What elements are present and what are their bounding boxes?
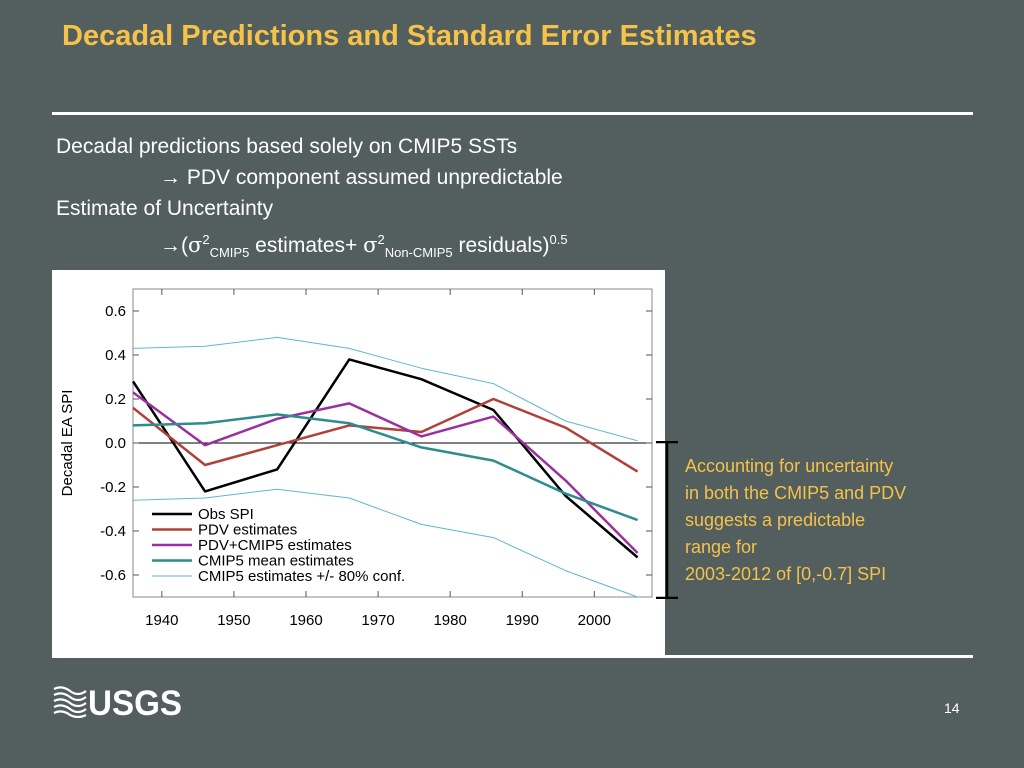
y-tick-label: 0.6 bbox=[105, 303, 126, 320]
top-divider bbox=[52, 112, 973, 115]
note-line: 2003-2012 of [0,-0.7] SPI bbox=[685, 564, 887, 584]
note-line: suggests a predictable bbox=[685, 510, 866, 530]
legend-label: Obs SPI bbox=[198, 506, 254, 523]
y-tick-label: 0.2 bbox=[105, 391, 126, 408]
series-line-4 bbox=[132, 336, 638, 442]
arrow-right-icon: → bbox=[160, 166, 181, 189]
x-tick-label: 2000 bbox=[578, 612, 611, 629]
y-tick-label: 0.4 bbox=[105, 347, 126, 364]
note-line: Accounting for uncertainty bbox=[685, 456, 894, 476]
uncertainty-formula: →(σ2CMIP5 estimates+ σ2Non-CMIP5 residua… bbox=[160, 232, 568, 261]
y-axis-label: Decadal EA SPI bbox=[59, 390, 76, 497]
note-line: in both the CMIP5 and PDV bbox=[685, 483, 907, 503]
x-tick-label: 1960 bbox=[289, 612, 322, 629]
series-line-3 bbox=[132, 413, 639, 522]
chart-panel: 0.6 0.4 0.2 0.0 -0.2 -0.4 -0.6 1940 1950 1960 1970… bbox=[52, 270, 665, 656]
y-tick-label: -0.4 bbox=[100, 523, 126, 540]
line-chart: 0.6 0.4 0.2 0.0 -0.2 -0.4 -0.6 1940 1950 1960 1970… bbox=[59, 288, 653, 629]
note-line: range for bbox=[685, 537, 758, 557]
bullet-uncertainty: Estimate of Uncertainty bbox=[56, 197, 274, 220]
series-line-0 bbox=[131, 358, 639, 559]
x-tick-label: 1970 bbox=[361, 612, 394, 629]
legend-label: CMIP5 mean estimates bbox=[198, 553, 354, 570]
x-tick-label: 1980 bbox=[433, 612, 466, 629]
legend-label: PDV estimates bbox=[198, 522, 297, 539]
usgs-wordmark: USGS bbox=[88, 684, 182, 719]
uncertainty-note: Accounting for uncertainty in both the C… bbox=[685, 453, 985, 588]
bottom-divider bbox=[52, 655, 973, 658]
y-tick-label: 0.0 bbox=[105, 435, 126, 452]
usgs-logo: USGS bbox=[53, 684, 182, 719]
range-bracket bbox=[656, 441, 678, 599]
arrow-right-icon: → bbox=[160, 234, 181, 257]
series-line-5 bbox=[132, 488, 638, 598]
bullet-list: Decadal predictions based solely on CMIP… bbox=[56, 131, 568, 268]
bullet-pdv-unpredictable: → PDV component assumed unpredictable bbox=[160, 166, 563, 189]
x-tick-label: 1940 bbox=[145, 612, 178, 629]
series-line-1 bbox=[132, 397, 639, 473]
bullet-cmip5-ssts: Decadal predictions based solely on CMIP… bbox=[56, 135, 518, 158]
series-line-2 bbox=[132, 391, 639, 554]
page-number: 14 bbox=[944, 700, 960, 716]
slide-title: Decadal Predictions and Standard Error E… bbox=[62, 20, 757, 52]
legend-label: CMIP5 estimates +/- 80% conf. bbox=[198, 568, 405, 585]
x-tick-label: 1950 bbox=[217, 612, 250, 629]
y-tick-label: -0.2 bbox=[100, 479, 126, 496]
legend-label: PDV+CMIP5 estimates bbox=[198, 537, 352, 554]
x-tick-label: 1990 bbox=[506, 612, 539, 629]
y-tick-label: -0.6 bbox=[100, 567, 126, 584]
